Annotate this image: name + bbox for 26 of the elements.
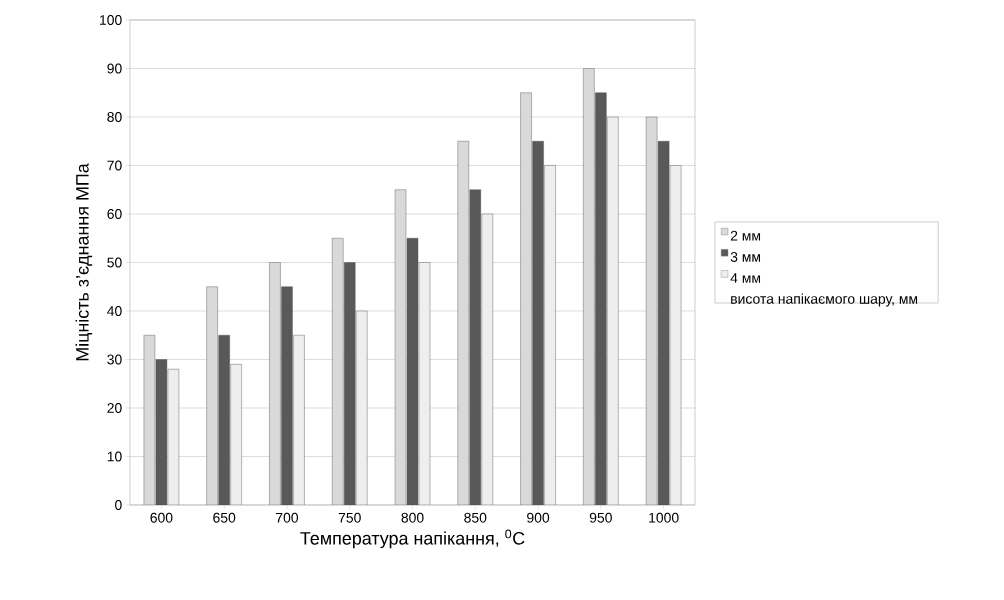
y-tick-label: 80 bbox=[107, 112, 122, 122]
x-tick-label: 650 bbox=[213, 512, 236, 523]
x-axis-title: Температура напікання, $^{0}$C bbox=[300, 529, 525, 549]
y-tick-label: 0 bbox=[115, 500, 122, 510]
x-tick-label: 900 bbox=[527, 512, 550, 523]
y-tick-label: 50 bbox=[107, 257, 122, 268]
legend-title: висота напікаємого шару, мм bbox=[731, 293, 918, 307]
x-tick-label: 1000 bbox=[649, 512, 679, 523]
y-tick-label: 70 bbox=[107, 160, 122, 171]
y-tick-label: 90 bbox=[107, 63, 122, 74]
x-tick-label: 950 bbox=[589, 512, 612, 523]
x-tick-label: 800 bbox=[401, 512, 424, 523]
x-tick-label: 600 bbox=[150, 512, 173, 523]
y-axis-title: Міцність з’єднання МПа bbox=[75, 163, 93, 361]
legend-label: 2 мм bbox=[730, 230, 761, 241]
x-tick-label: 700 bbox=[276, 512, 299, 523]
y-tick-label: 100 bbox=[100, 15, 122, 25]
y-tick-label: 40 bbox=[107, 306, 122, 316]
y-tick-label: 60 bbox=[107, 209, 122, 219]
y-tick-label: 20 bbox=[107, 403, 122, 413]
legend-label: 4 мм bbox=[730, 273, 761, 283]
x-tick-label: 850 bbox=[464, 512, 487, 523]
legend-label: 3 мм bbox=[730, 251, 761, 262]
x-tick-label: 750 bbox=[338, 512, 361, 523]
y-tick-label: 30 bbox=[107, 354, 122, 365]
y-tick-label: 10 bbox=[107, 451, 122, 462]
